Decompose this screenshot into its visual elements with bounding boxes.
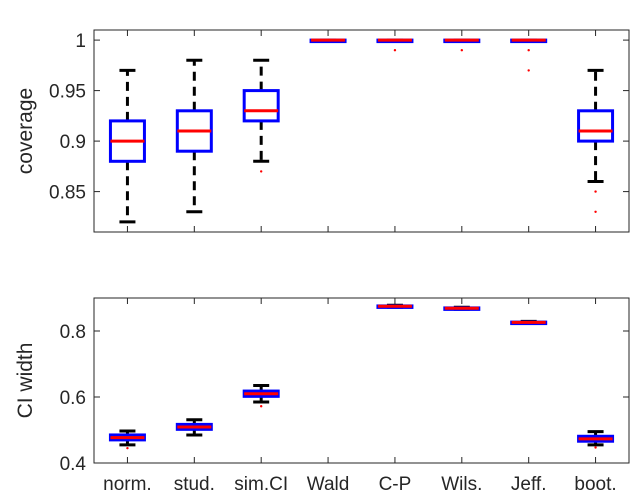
box-Wald [309,38,347,44]
box-C-P [376,38,414,52]
box-body [242,89,280,123]
y-axis-label: coverage [14,88,37,174]
y-tick-label: 0.8 [60,322,86,343]
box-Jeff. [510,319,548,326]
outlier-point [527,69,530,72]
category-label: Wald [307,474,350,495]
outlier-point [594,190,597,193]
box-sim.CI [242,58,280,173]
box-boot. [577,68,615,213]
category-label: stud. [174,474,215,495]
y-tick-label: 0.95 [49,82,86,103]
category-label: sim.CI [234,474,288,495]
y-tick-label: 1 [75,31,86,52]
outlier-point [594,210,597,213]
category-label: Wils. [441,474,482,495]
outlier-point [393,49,397,52]
outlier-point [259,405,263,408]
category-label: boot. [574,474,616,495]
box-norm. [108,429,146,450]
y-tick-label: 0.4 [60,454,87,475]
category-label: Jeff. [511,474,547,495]
outlier-point [527,49,530,52]
y-tick-label: 0.6 [60,388,86,409]
axes-frame [93,297,630,464]
ci-width-panel: 0.4 0.6 0.8 CI width norm. stud. sim.CI Wald C-P… [14,297,630,495]
outlier-point [460,49,464,52]
box-C-P [376,303,414,309]
outlier-point [594,446,597,449]
box-stud. [175,418,213,437]
category-label: C-P [379,474,412,495]
y-axis-label: CI width [14,343,37,419]
box-stud. [175,58,213,214]
box-sim.CI [242,383,280,408]
box-boot. [577,430,615,449]
box-Wils. [443,305,481,311]
y-tick-label: 0.85 [49,183,86,204]
category-label: norm. [103,474,152,495]
box-body [577,109,615,143]
outlier-point [259,170,263,173]
box-norm. [108,68,146,224]
coverage-panel: 0.85 0.9 0.95 1 coverage [14,29,630,233]
box-Jeff. [510,38,548,72]
axes-frame [93,29,630,233]
y-tick-label: 0.9 [60,132,86,153]
outlier-point [126,446,129,450]
box-Wils. [443,38,481,52]
